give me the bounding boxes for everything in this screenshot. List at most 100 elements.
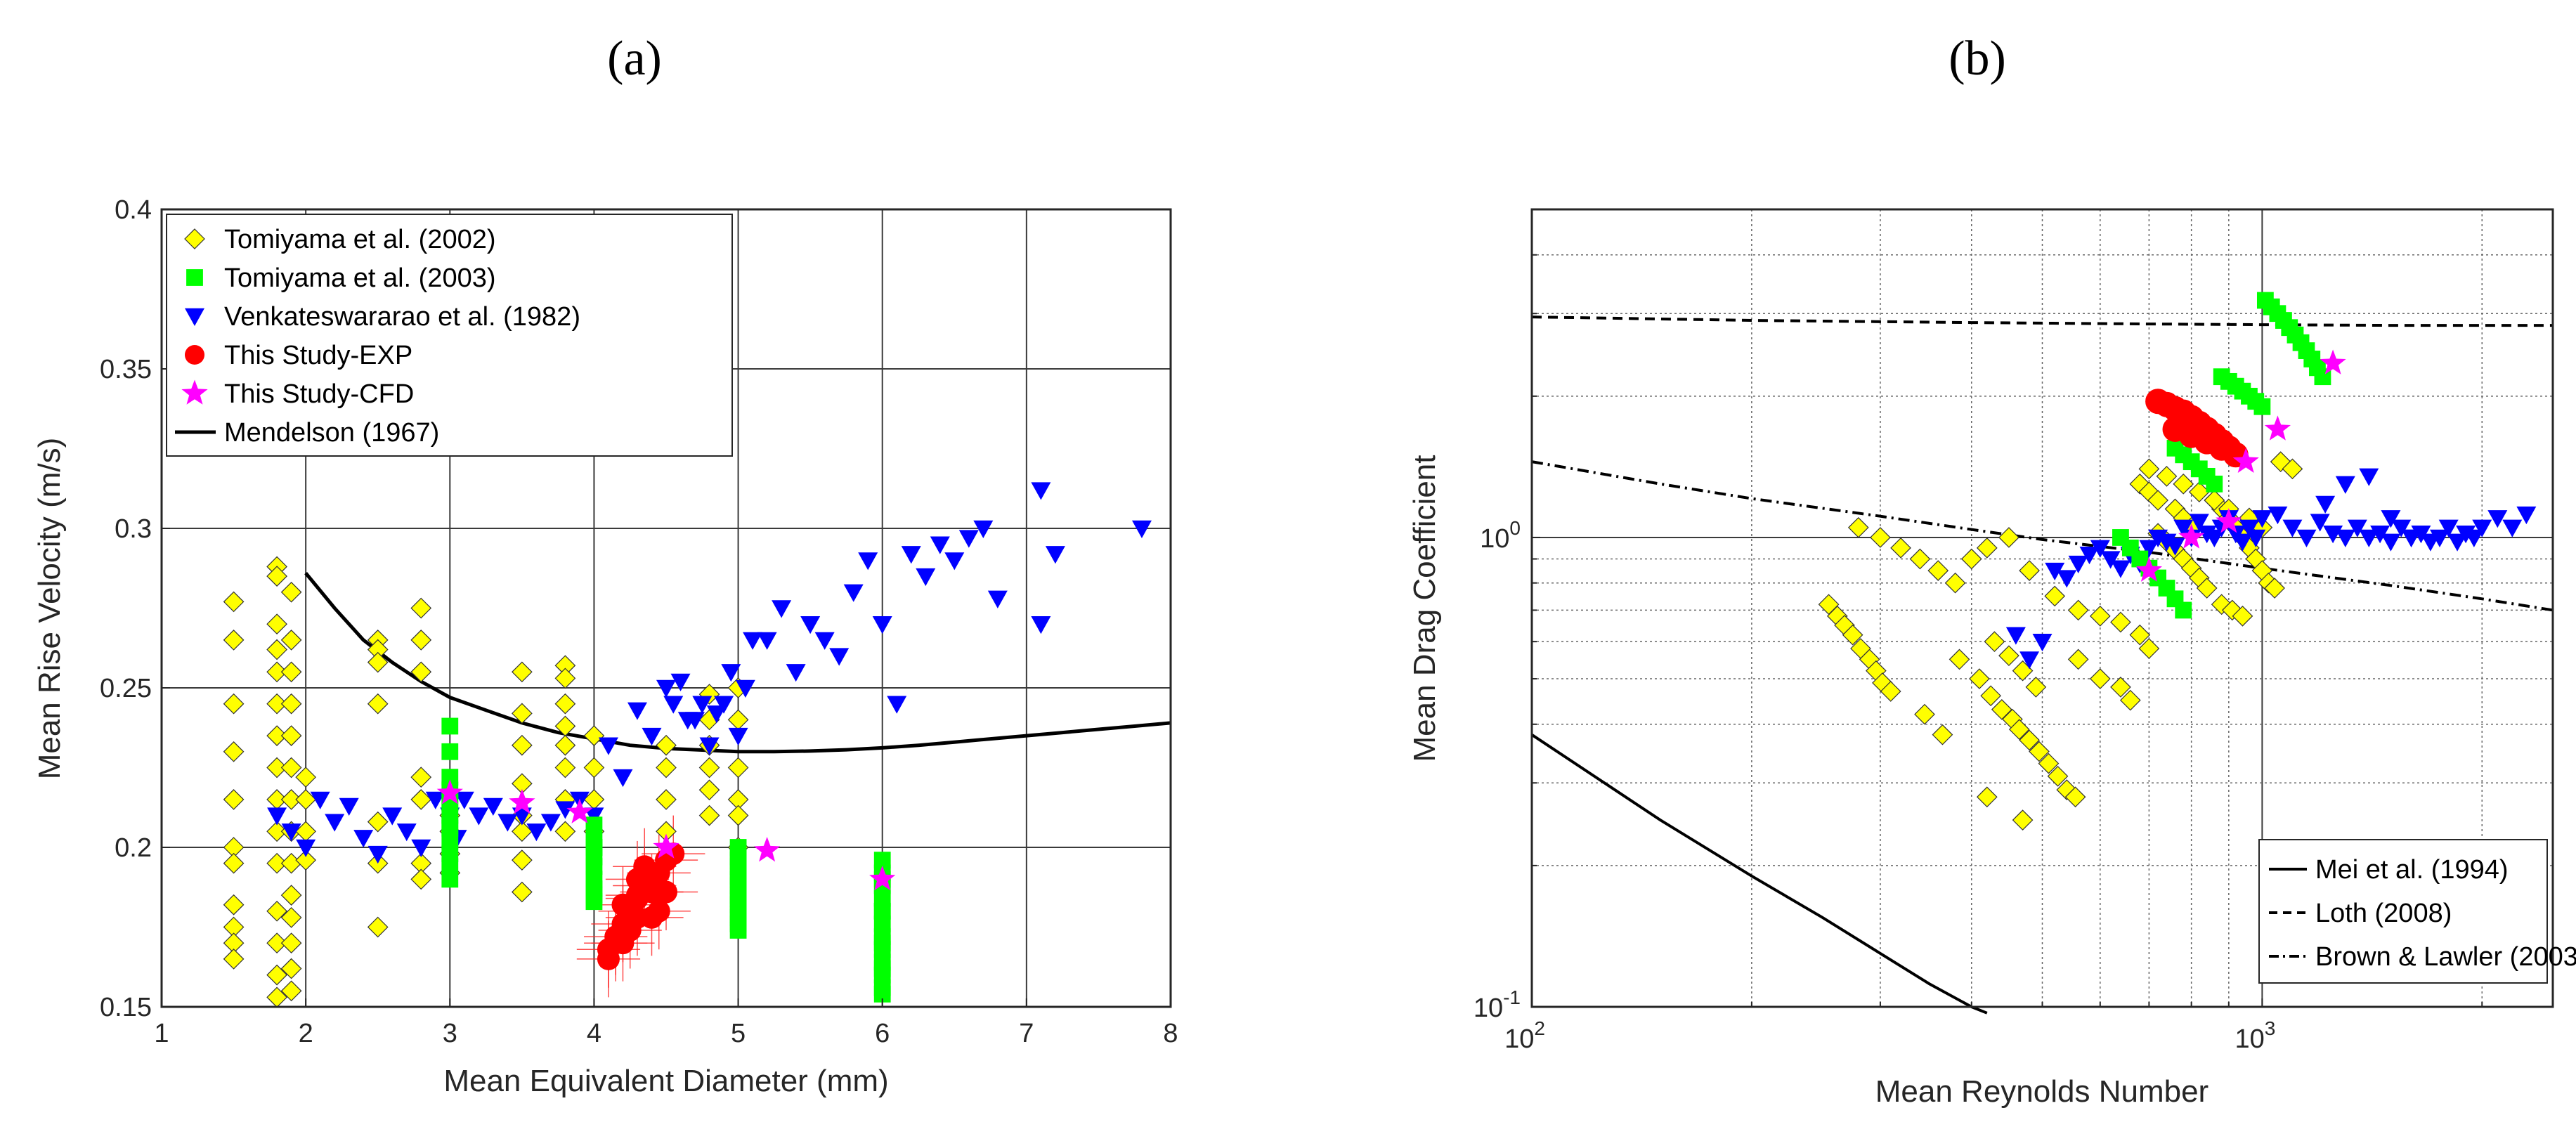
venkateswararao-et-al-1982-point [872,616,892,634]
tomiyama-et-al-2002-point [1932,724,1953,745]
venkateswararao-et-al-1982-point [2057,570,2077,588]
chart-a-x-tick-label: 5 [731,1019,746,1048]
venkateswararao-et-al-1982-point [772,600,792,618]
venkateswararao-et-al-1982-point [2381,510,2401,528]
venkateswararao-et-al-1982-point [2032,633,2053,652]
tomiyama-et-al-2002-point [1927,560,1949,581]
venkateswararao-et-al-1982-point [2310,514,2330,532]
tomiyama-et-al-2002-point [266,613,287,635]
tomiyama-et-al-2002-point [2147,490,2168,511]
venkateswararao-et-al-1982-point [2335,529,2355,547]
tomiyama-et-al-2002-point [512,821,533,842]
venkateswararao-et-al-1982-point [2268,506,2288,525]
chart-b-y-tick-label: 100 [1480,517,1521,554]
tomiyama-et-al-2002-point [280,907,302,928]
venkateswararao-et-al-1982-point [454,791,474,809]
tomiyama-et-al-2002-point [1969,668,1990,689]
venkateswararao-et-al-1982-point [663,696,684,714]
tomiyama-et-al-2003-point [873,985,891,1003]
chart-b-y-tick-label: 10-1 [1474,986,1521,1023]
tomiyama-et-al-2002-point [295,767,316,788]
tomiyama-et-al-2002-point [367,916,389,938]
venkateswararao-et-al-1982-point [2516,506,2537,525]
tomiyama-et-al-2003-point [873,890,891,907]
legend-label-loth-2008: Loth (2008) [2315,899,2452,928]
venkateswararao-et-al-1982-point [973,520,994,538]
legend-label-venkateswararao-et-al-1982: Venkateswararao et al. (1982) [224,302,580,332]
tomiyama-et-al-2002-point [280,693,302,715]
venkateswararao-et-al-1982-point [296,839,316,857]
chart-a-y-tick-label: 0.2 [115,833,152,863]
chart-b-ylabel: Mean Drag Coefficient [1407,455,1442,762]
this-study-cfd-point [2264,415,2291,441]
tomiyama-et-al-2003-point [729,922,747,939]
tomiyama-et-al-2002-point [280,581,302,603]
legend-marker-tomiyama-et-al-2002 [184,228,205,249]
venkateswararao-et-al-1982-point [2438,519,2459,538]
venkateswararao-et-al-1982-point [325,814,345,832]
venkateswararao-et-al-1982-point [735,679,755,698]
chart-b-x-tick-exp: 2 [1534,1017,1545,1039]
venkateswararao-et-al-1982-point [540,814,561,832]
legend-entry-loth-2008: Loth (2008) [2269,899,2452,928]
venkateswararao-et-al-1982-point [555,801,575,819]
chart-b-xlabel: Mean Reynolds Number [1875,1074,2209,1109]
tomiyama-et-al-2002-point [280,958,302,979]
this-study-cfd-point [2216,508,2242,533]
tomiyama-et-al-2002-point [656,757,677,779]
tomiyama-et-al-2002-point [2119,689,2141,711]
legend-label-mendelson-1967: Mendelson (1967) [224,418,439,448]
tomiyama-et-al-2002-point [367,693,389,715]
tomiyama-et-al-2003-point [2206,475,2223,493]
venkateswararao-et-al-1982-point [2045,562,2065,581]
venkateswararao-et-al-1982-point [887,696,907,714]
tomiyama-et-al-2002-point [2038,753,2060,774]
brown-lawler-2003-curve [1531,460,2554,612]
this-study-cfd-point [2178,523,2205,549]
chart-b-x-tick-label: 103 [2235,1017,2275,1054]
chart-a-legend: Tomiyama et al. (2002) Tomiyama et al. (2… [166,214,733,457]
tomiyama-et-al-2003-point [729,908,747,926]
tomiyama-et-al-2002-point [656,734,677,756]
venkateswararao-et-al-1982-point [2347,519,2367,538]
venkateswararao-et-al-1982-point [2068,555,2088,574]
chart-b-x-tick-exp: 3 [2265,1017,2276,1039]
tomiyama-et-al-2002-point [223,949,245,970]
this-study-cfd-point [509,788,535,814]
tomiyama-et-al-2002-point [280,630,302,651]
chart-a-y-tick-label: 0.4 [115,195,152,225]
venkateswararao-et-al-1982-point [2110,560,2131,578]
tomiyama-et-al-2002-point [266,693,287,715]
chart-a: 1 2 3 4 5 6 7 8 0.15 0.2 0.25 0.3 0.35 0.4 Mean Equiv… [32,195,1178,1098]
chart-b-lines [1530,315,2554,1015]
legend-label-this-study-exp: This Study-EXP [224,341,412,370]
tomiyama-et-al-2002-point [367,651,389,673]
tomiyama-et-al-2002-point [223,789,245,810]
venkateswararao-et-al-1982-point [728,727,748,746]
legend-label-mei-et-al-1994: Mei et al. (1994) [2315,855,2509,885]
tomiyama-et-al-2002-point [1984,631,2005,653]
this-study-exp-point [618,919,642,942]
venkateswararao-et-al-1982-point [339,797,359,816]
venkateswararao-et-al-1982-point [916,568,936,587]
tomiyama-et-al-2002-point [1880,681,1901,702]
tomiyama-et-al-2003-point [873,852,891,869]
venkateswararao-et-al-1982-point [829,648,850,666]
this-study-exp-point [655,880,677,904]
legend-label-tomiyama-et-al-2003: Tomiyama et al. (2003) [224,263,496,293]
venkateswararao-et-al-1982-point [2370,526,2390,544]
tomiyama-et-al-2003-point [441,845,459,862]
venkateswararao-et-al-1982-point [411,839,431,857]
venkateswararao-et-al-1982-point [2232,533,2253,552]
venkateswararao-et-al-1982-point [930,536,950,554]
venkateswararao-et-al-1982-point [2429,529,2450,547]
venkateswararao-et-al-1982-point [901,546,921,564]
venkateswararao-et-al-1982-point [699,737,720,755]
tomiyama-et-al-2002-point [410,789,432,810]
chart-b-y-tick-exp: -1 [1503,986,1521,1008]
venkateswararao-et-al-1982-point [613,769,633,788]
venkateswararao-et-al-1982-point [2315,495,2336,514]
chart-a-x-tick-label: 4 [587,1019,601,1048]
tomiyama-et-al-2002-point [2019,729,2040,751]
chart-b-legend: Mei et al. (1994) Loth (2008) Brown & Lawl… [2258,839,2576,984]
